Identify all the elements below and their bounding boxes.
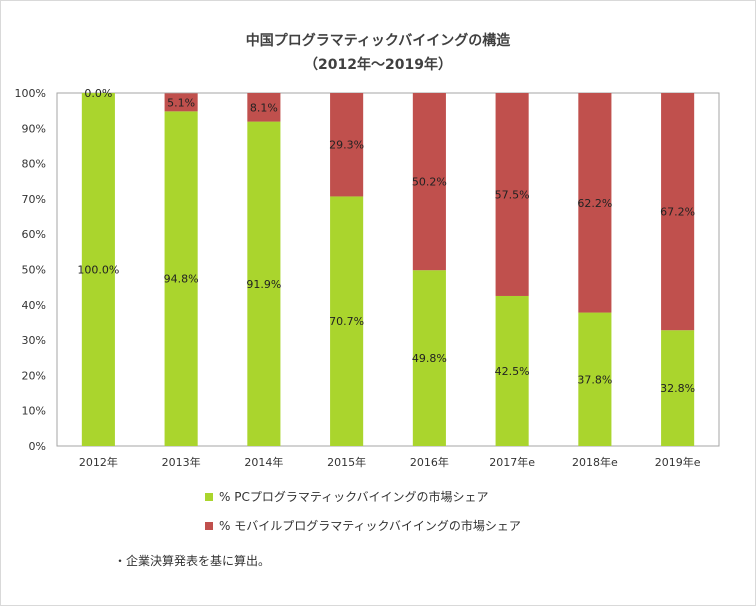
legend-swatch-pc: [205, 492, 213, 501]
x-tick-label: 2018年e: [572, 455, 618, 469]
legend-swatch-mobile: [205, 521, 213, 530]
y-tick-label: 20%: [22, 369, 46, 382]
y-tick-label: 10%: [22, 405, 46, 418]
data-label: 50.2%: [412, 176, 447, 189]
bar-pc-share: [164, 111, 198, 446]
bar-mobile-share: [578, 93, 612, 313]
bar-mobile-share: [412, 93, 446, 271]
plot-area-border: [56, 92, 720, 447]
x-tick-label: 2012年: [79, 455, 118, 469]
bar-mobile-share: [495, 93, 529, 296]
y-tick-label: 60%: [22, 228, 46, 241]
data-label: 57.5%: [495, 188, 530, 201]
x-tick-label: 2019年e: [655, 455, 701, 469]
chart-title: 中国プログラマティックバイイングの構造: [245, 33, 511, 49]
data-label: 0.0%: [84, 87, 112, 100]
data-label: 42.5%: [495, 365, 530, 378]
data-label: 49.8%: [412, 352, 447, 365]
legend-item-pc: % PCプログラマティックバイイングの市場シェア: [205, 488, 489, 505]
data-label: 37.8%: [577, 373, 612, 386]
legend-label-mobile: % モバイルプログラマティックバイイングの市場シェア: [219, 519, 521, 533]
bar-mobile-share: [330, 93, 364, 197]
bar-pc-share: [247, 121, 281, 446]
data-label: 62.2%: [577, 197, 612, 210]
bar-pc-share: [661, 330, 695, 446]
bar-mobile-share: [661, 93, 695, 331]
y-tick-label: 80%: [22, 158, 46, 171]
bar-mobile-share: [247, 93, 281, 122]
y-tick-label: 40%: [22, 299, 46, 312]
legend-item-mobile: % モバイルプログラマティックバイイングの市場シェア: [205, 517, 521, 534]
chart-subtitle: （2012年～2019年）: [304, 57, 452, 73]
x-tick-label: 2015年: [327, 455, 366, 469]
bar-pc-share: [81, 93, 115, 446]
data-label: 29.3%: [329, 139, 364, 152]
y-tick-label: 100%: [15, 87, 46, 100]
y-tick-label: 30%: [22, 334, 46, 347]
bar-pc-share: [578, 312, 612, 446]
data-label: 67.2%: [660, 206, 695, 219]
y-tick-label: 90%: [22, 122, 46, 135]
y-tick-label: 50%: [22, 264, 46, 277]
x-tick-label: 2016年: [410, 455, 449, 469]
legend-label-pc: % PCプログラマティックバイイングの市場シェア: [219, 490, 489, 504]
data-label: 5.1%: [167, 96, 195, 109]
bar-mobile-share: [164, 93, 198, 112]
y-tick-label: 70%: [22, 193, 46, 206]
footnote: ・企業決算発表を基に算出。: [114, 554, 271, 568]
y-tick-label: 0%: [29, 440, 46, 453]
x-tick-label: 2014年: [244, 455, 283, 469]
bar-pc-share: [412, 270, 446, 446]
data-label: 94.8%: [164, 273, 199, 286]
data-label: 8.1%: [250, 101, 278, 114]
data-label: 70.7%: [329, 315, 364, 328]
x-tick-label: 2013年: [162, 455, 201, 469]
bar-pc-share: [330, 196, 364, 446]
bar-pc-share: [495, 295, 529, 446]
data-label: 100.0%: [77, 264, 119, 277]
data-label: 91.9%: [246, 278, 281, 291]
data-label: 32.8%: [660, 382, 695, 395]
x-tick-label: 2017年e: [489, 455, 535, 469]
